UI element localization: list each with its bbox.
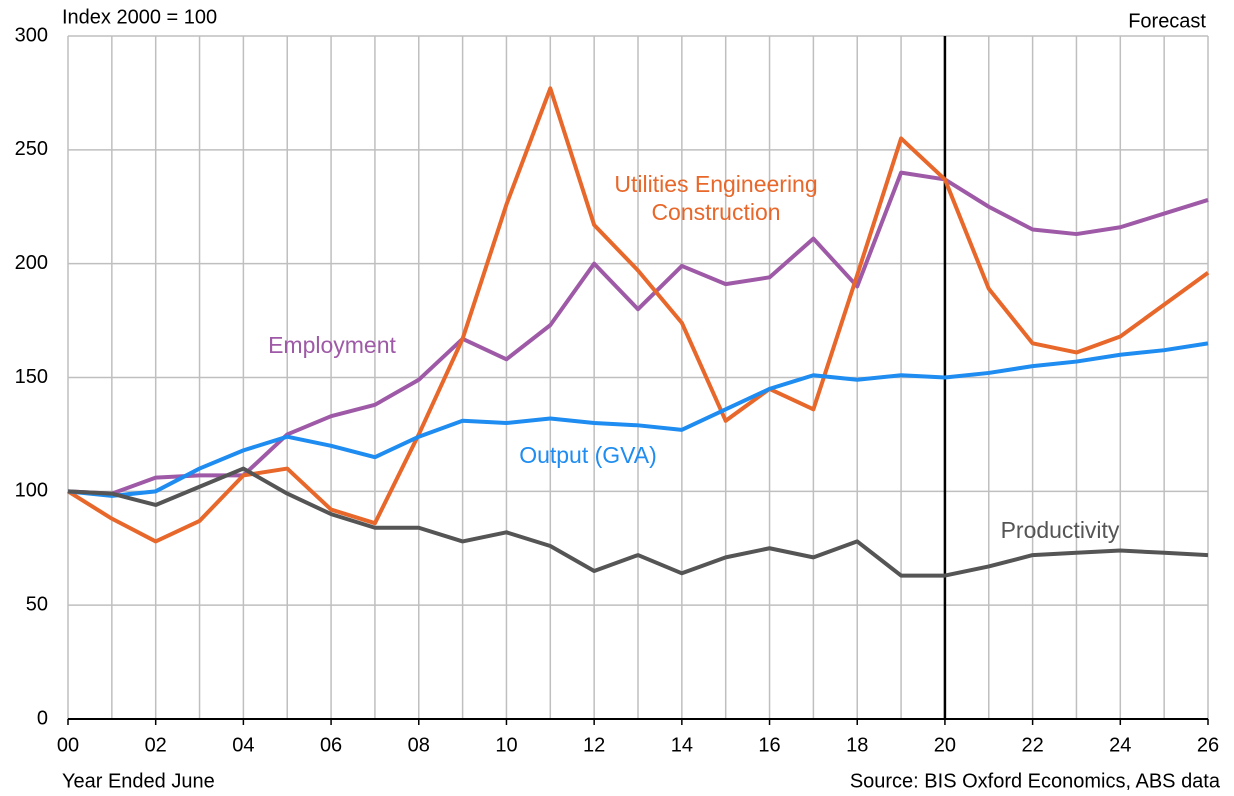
y-tick-label: 150 xyxy=(15,366,48,388)
series-label: Output (GVA) xyxy=(519,442,657,468)
series-label: Employment xyxy=(268,332,396,358)
x-tick-label: 12 xyxy=(583,734,605,756)
x-tick-label: 10 xyxy=(495,734,517,756)
y-tick-label: 200 xyxy=(15,252,48,274)
x-tick-label: 06 xyxy=(320,734,342,756)
series-line xyxy=(67,341,1209,498)
y-axis-label: Index 2000 = 100 xyxy=(62,6,217,28)
series-line xyxy=(67,170,1209,496)
x-tick-label: 24 xyxy=(1109,734,1131,756)
forecast-label: Forecast xyxy=(1128,10,1206,32)
x-tick-label: 08 xyxy=(408,734,430,756)
series-line xyxy=(67,466,1209,578)
x-axis-label: Year Ended June xyxy=(62,770,215,792)
x-tick-label: 26 xyxy=(1197,734,1219,756)
series-label: Productivity xyxy=(1000,517,1120,543)
series-line xyxy=(66,86,1210,544)
x-tick-label: 02 xyxy=(145,734,167,756)
y-tick-label: 100 xyxy=(15,480,48,502)
source: Source: BIS Oxford Economics, ABS data xyxy=(850,770,1221,792)
x-tick-label: 04 xyxy=(232,734,254,756)
x-tick-label: 14 xyxy=(671,734,693,756)
y-tick-label: 50 xyxy=(26,593,48,615)
x-tick-label: 20 xyxy=(934,734,956,756)
x-tick-label: 00 xyxy=(57,734,79,756)
series-label: Utilities Engineering Construction xyxy=(614,171,818,225)
x-tick-label: 18 xyxy=(846,734,868,756)
y-tick-label: 250 xyxy=(15,138,48,160)
y-tick-label: 300 xyxy=(15,24,48,46)
x-tick-label: 16 xyxy=(758,734,780,756)
x-tick-label: 22 xyxy=(1021,734,1043,756)
y-tick-label: 0 xyxy=(37,707,48,729)
